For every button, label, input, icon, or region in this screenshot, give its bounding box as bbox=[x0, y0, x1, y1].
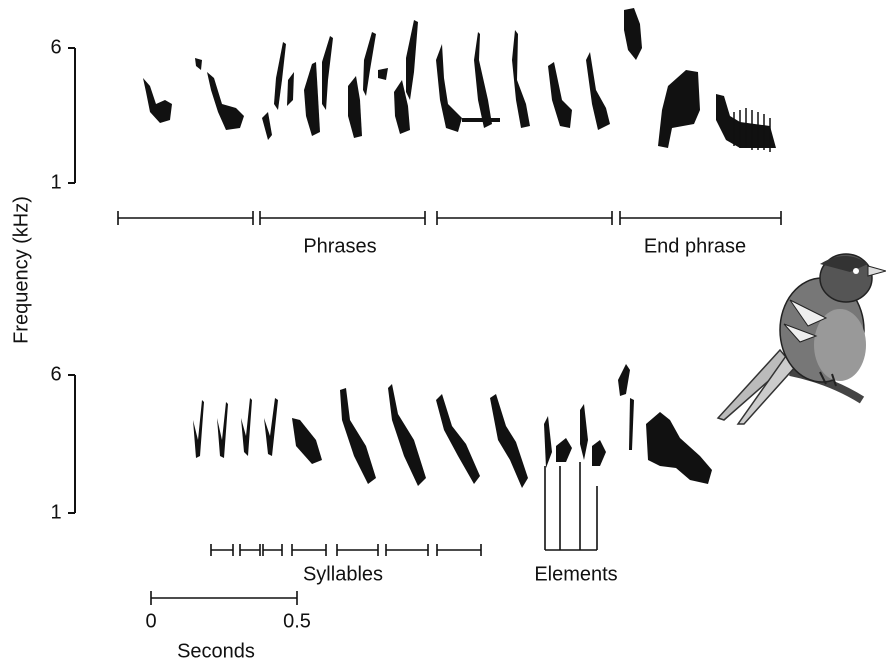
lower-axis: 6 1 bbox=[50, 363, 76, 523]
time-scale-label: Seconds bbox=[177, 640, 255, 662]
lower-sonogram-part bbox=[340, 388, 376, 484]
time-scale: 0 0.5 Seconds bbox=[145, 591, 311, 662]
tick-label: 0 bbox=[145, 610, 156, 632]
syllable-brackets: Syllables bbox=[210, 544, 482, 585]
time-scale-part bbox=[150, 591, 298, 605]
lower-sonogram-part bbox=[490, 394, 528, 488]
bird-illustration-part bbox=[853, 268, 859, 274]
upper-sonogram-part bbox=[406, 20, 418, 100]
lower-sonogram-part bbox=[629, 398, 634, 450]
upper-sonogram-part bbox=[394, 80, 410, 134]
upper-sonogram-part bbox=[462, 118, 500, 122]
upper-sonogram-part bbox=[143, 78, 172, 123]
element-brackets-part bbox=[544, 462, 598, 551]
bird-illustration-part bbox=[867, 265, 886, 277]
upper-sonogram-part bbox=[262, 112, 272, 140]
tick-label: 1 bbox=[50, 171, 61, 193]
phrase-brackets: Phrases End phrase bbox=[117, 211, 782, 257]
tick-label: 6 bbox=[50, 363, 61, 385]
upper-axis-part bbox=[68, 47, 76, 184]
upper-sonogram-part bbox=[363, 32, 376, 96]
upper-sonogram-part bbox=[304, 62, 320, 136]
elements-label: Elements bbox=[534, 563, 617, 585]
upper-sonogram-part bbox=[474, 32, 492, 128]
lower-sonogram-part bbox=[241, 398, 252, 456]
bird-illustration-part bbox=[789, 368, 865, 404]
tick-label: 0.5 bbox=[283, 610, 311, 632]
lower-sonogram-part bbox=[556, 438, 572, 462]
upper-sonogram-part bbox=[274, 42, 286, 110]
lower-sonogram-part bbox=[646, 412, 712, 484]
upper-sonogram-part bbox=[436, 44, 462, 132]
lower-sonogram-part bbox=[388, 384, 426, 486]
syllable-brackets-part bbox=[210, 544, 482, 556]
bird-illustration-part bbox=[819, 371, 837, 387]
upper-sonogram-part bbox=[733, 108, 771, 152]
phrases-label: Phrases bbox=[303, 235, 376, 257]
lower-sonogram-part bbox=[618, 364, 630, 396]
phrase-brackets-part bbox=[117, 211, 782, 225]
lower-sonogram-part bbox=[217, 402, 228, 458]
syllables-label: Syllables bbox=[303, 563, 383, 585]
lower-sonogram-part bbox=[544, 416, 552, 468]
lower-sonogram-part bbox=[292, 418, 322, 464]
upper-sonogram-part bbox=[716, 94, 776, 148]
upper-sonogram-part bbox=[586, 52, 610, 130]
upper-sonogram-part bbox=[287, 72, 294, 106]
upper-sonogram-part bbox=[624, 8, 642, 60]
lower-axis-part bbox=[68, 374, 76, 514]
bird-illustration bbox=[716, 253, 886, 425]
lower-sonogram-part bbox=[436, 394, 480, 484]
bird-illustration-part bbox=[814, 309, 866, 381]
upper-sonogram-part bbox=[195, 58, 202, 70]
upper-sonogram-part bbox=[378, 68, 388, 80]
upper-sonogram-part bbox=[548, 62, 572, 128]
lower-sonogram bbox=[193, 364, 712, 488]
lower-sonogram-part bbox=[580, 404, 588, 460]
bird-illustration-part bbox=[789, 299, 828, 327]
upper-sonogram-part bbox=[207, 72, 244, 130]
tick-label: 6 bbox=[50, 36, 61, 58]
end-phrase-label: End phrase bbox=[644, 235, 746, 257]
axis-label: Frequency (kHz) bbox=[10, 196, 32, 344]
upper-sonogram-part bbox=[658, 70, 700, 148]
upper-sonogram-part bbox=[348, 76, 362, 138]
lower-sonogram-part bbox=[592, 440, 606, 466]
lower-sonogram-part bbox=[264, 398, 278, 456]
upper-sonogram-part bbox=[322, 36, 333, 110]
element-brackets: Elements bbox=[534, 462, 618, 585]
lower-sonogram-part bbox=[193, 400, 204, 458]
upper-sonogram-part bbox=[512, 30, 530, 128]
upper-axis: 6 1 bbox=[50, 36, 76, 193]
bird-illustration-part bbox=[783, 323, 818, 343]
upper-sonogram bbox=[143, 8, 776, 152]
tick-label: 1 bbox=[50, 501, 61, 523]
